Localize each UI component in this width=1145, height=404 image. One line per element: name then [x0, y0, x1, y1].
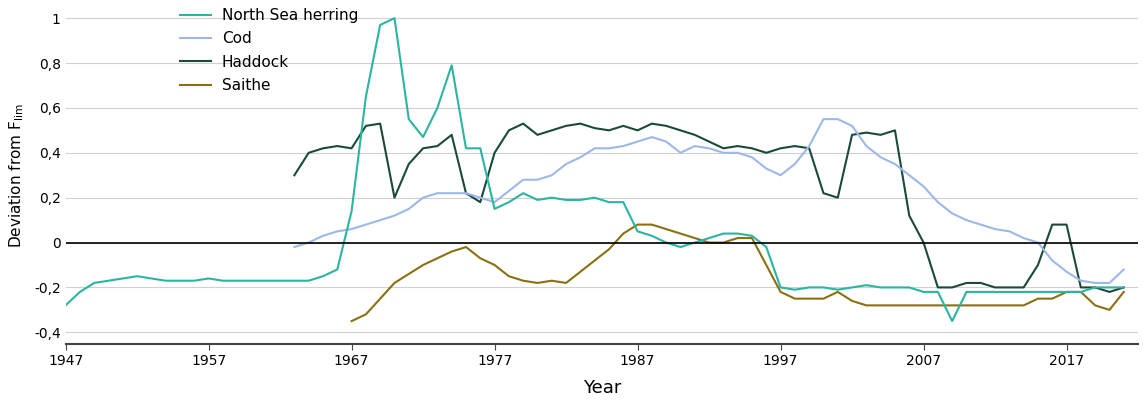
Haddock [1116, 285, 1130, 290]
Haddock [731, 144, 744, 149]
North Sea herring [1032, 290, 1045, 295]
Line: Cod: Cod [294, 119, 1123, 283]
Cod [287, 244, 301, 249]
Cod [717, 150, 731, 155]
Line: Haddock: Haddock [294, 124, 1123, 292]
Saithe [345, 319, 358, 324]
Saithe [488, 263, 502, 267]
Cod [902, 173, 916, 178]
Haddock [316, 146, 330, 151]
Haddock [1103, 290, 1116, 295]
North Sea herring [1116, 285, 1130, 290]
Haddock [431, 144, 444, 149]
Cod [502, 189, 515, 194]
Saithe [1116, 290, 1130, 295]
Saithe [530, 280, 544, 285]
Line: Saithe: Saithe [352, 225, 1123, 321]
Saithe [645, 222, 658, 227]
Cod [373, 218, 387, 223]
Saithe [1045, 296, 1059, 301]
Haddock [287, 173, 301, 178]
Saithe [631, 222, 645, 227]
Cod [1088, 280, 1101, 285]
Y-axis label: Deviation from F$_{\mathrm{lim}}$: Deviation from F$_{\mathrm{lim}}$ [7, 103, 25, 248]
North Sea herring [58, 303, 72, 308]
North Sea herring [388, 16, 402, 21]
Line: North Sea herring: North Sea herring [65, 18, 1123, 321]
Cod [1116, 267, 1130, 272]
Cod [816, 117, 830, 122]
Cod [316, 234, 330, 238]
Haddock [373, 121, 387, 126]
X-axis label: Year: Year [583, 379, 621, 397]
North Sea herring [144, 276, 158, 281]
North Sea herring [902, 285, 916, 290]
Legend: North Sea herring, Cod, Haddock, Saithe: North Sea herring, Cod, Haddock, Saithe [181, 8, 358, 93]
Haddock [902, 213, 916, 218]
North Sea herring [917, 290, 931, 295]
Cod [417, 195, 431, 200]
North Sea herring [874, 285, 887, 290]
Haddock [388, 195, 402, 200]
North Sea herring [960, 290, 973, 295]
North Sea herring [946, 319, 960, 324]
Saithe [431, 256, 444, 261]
Saithe [1103, 307, 1116, 312]
Haddock [516, 121, 530, 126]
